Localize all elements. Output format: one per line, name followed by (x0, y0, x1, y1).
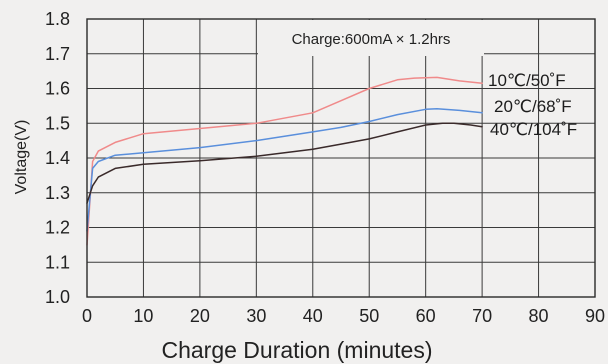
y-tick-label-1: 1.1 (45, 252, 70, 272)
y-tick-label-5: 1.5 (45, 113, 70, 133)
grid (86, 18, 596, 298)
x-tick-label-2: 20 (190, 306, 210, 326)
series-line-1 (86, 107, 483, 232)
charge-annotation: Charge:600mA × 1.2hrs (292, 31, 451, 48)
y-tick-label-0: 1.0 (45, 287, 70, 307)
x-tick-label-6: 60 (416, 306, 436, 326)
x-tick-label-3: 30 (246, 306, 266, 326)
x-tick-label-7: 70 (472, 306, 492, 326)
y-tick-label-4: 1.4 (45, 148, 70, 168)
y-axis-title: Voltage(V) (13, 120, 30, 195)
series-lines (86, 76, 483, 246)
x-tick-label-0: 0 (82, 306, 92, 326)
annotation-box (258, 20, 484, 56)
series-label-10c: 10℃/50˚F (488, 71, 566, 90)
tick-labels: 0 10 20 30 40 50 60 70 80 90 1.0 1.1 1.2 1.3 1.4 1.5 1.6… (45, 9, 605, 326)
x-tick-label-1: 10 (133, 306, 153, 326)
x-axis-title: Charge Duration (minutes) (161, 337, 432, 363)
series-line-2 (86, 122, 483, 204)
series-label-20c: 20℃/68˚F (494, 97, 572, 116)
x-tick-label-8: 80 (529, 306, 549, 326)
series-line-0 (86, 76, 483, 246)
y-tick-label-7: 1.7 (45, 44, 70, 64)
x-tick-label-9: 90 (585, 306, 605, 326)
plot-border (86, 18, 596, 298)
y-tick-label-8: 1.8 (45, 9, 70, 29)
y-tick-label-3: 1.3 (45, 183, 70, 203)
series-label-40c: 40℃/104˚F (490, 120, 577, 139)
y-tick-label-2: 1.2 (45, 218, 70, 238)
x-tick-label-4: 40 (303, 306, 323, 326)
y-tick-label-6: 1.6 (45, 79, 70, 99)
x-tick-label-5: 50 (359, 306, 379, 326)
plot-frame (86, 18, 596, 298)
